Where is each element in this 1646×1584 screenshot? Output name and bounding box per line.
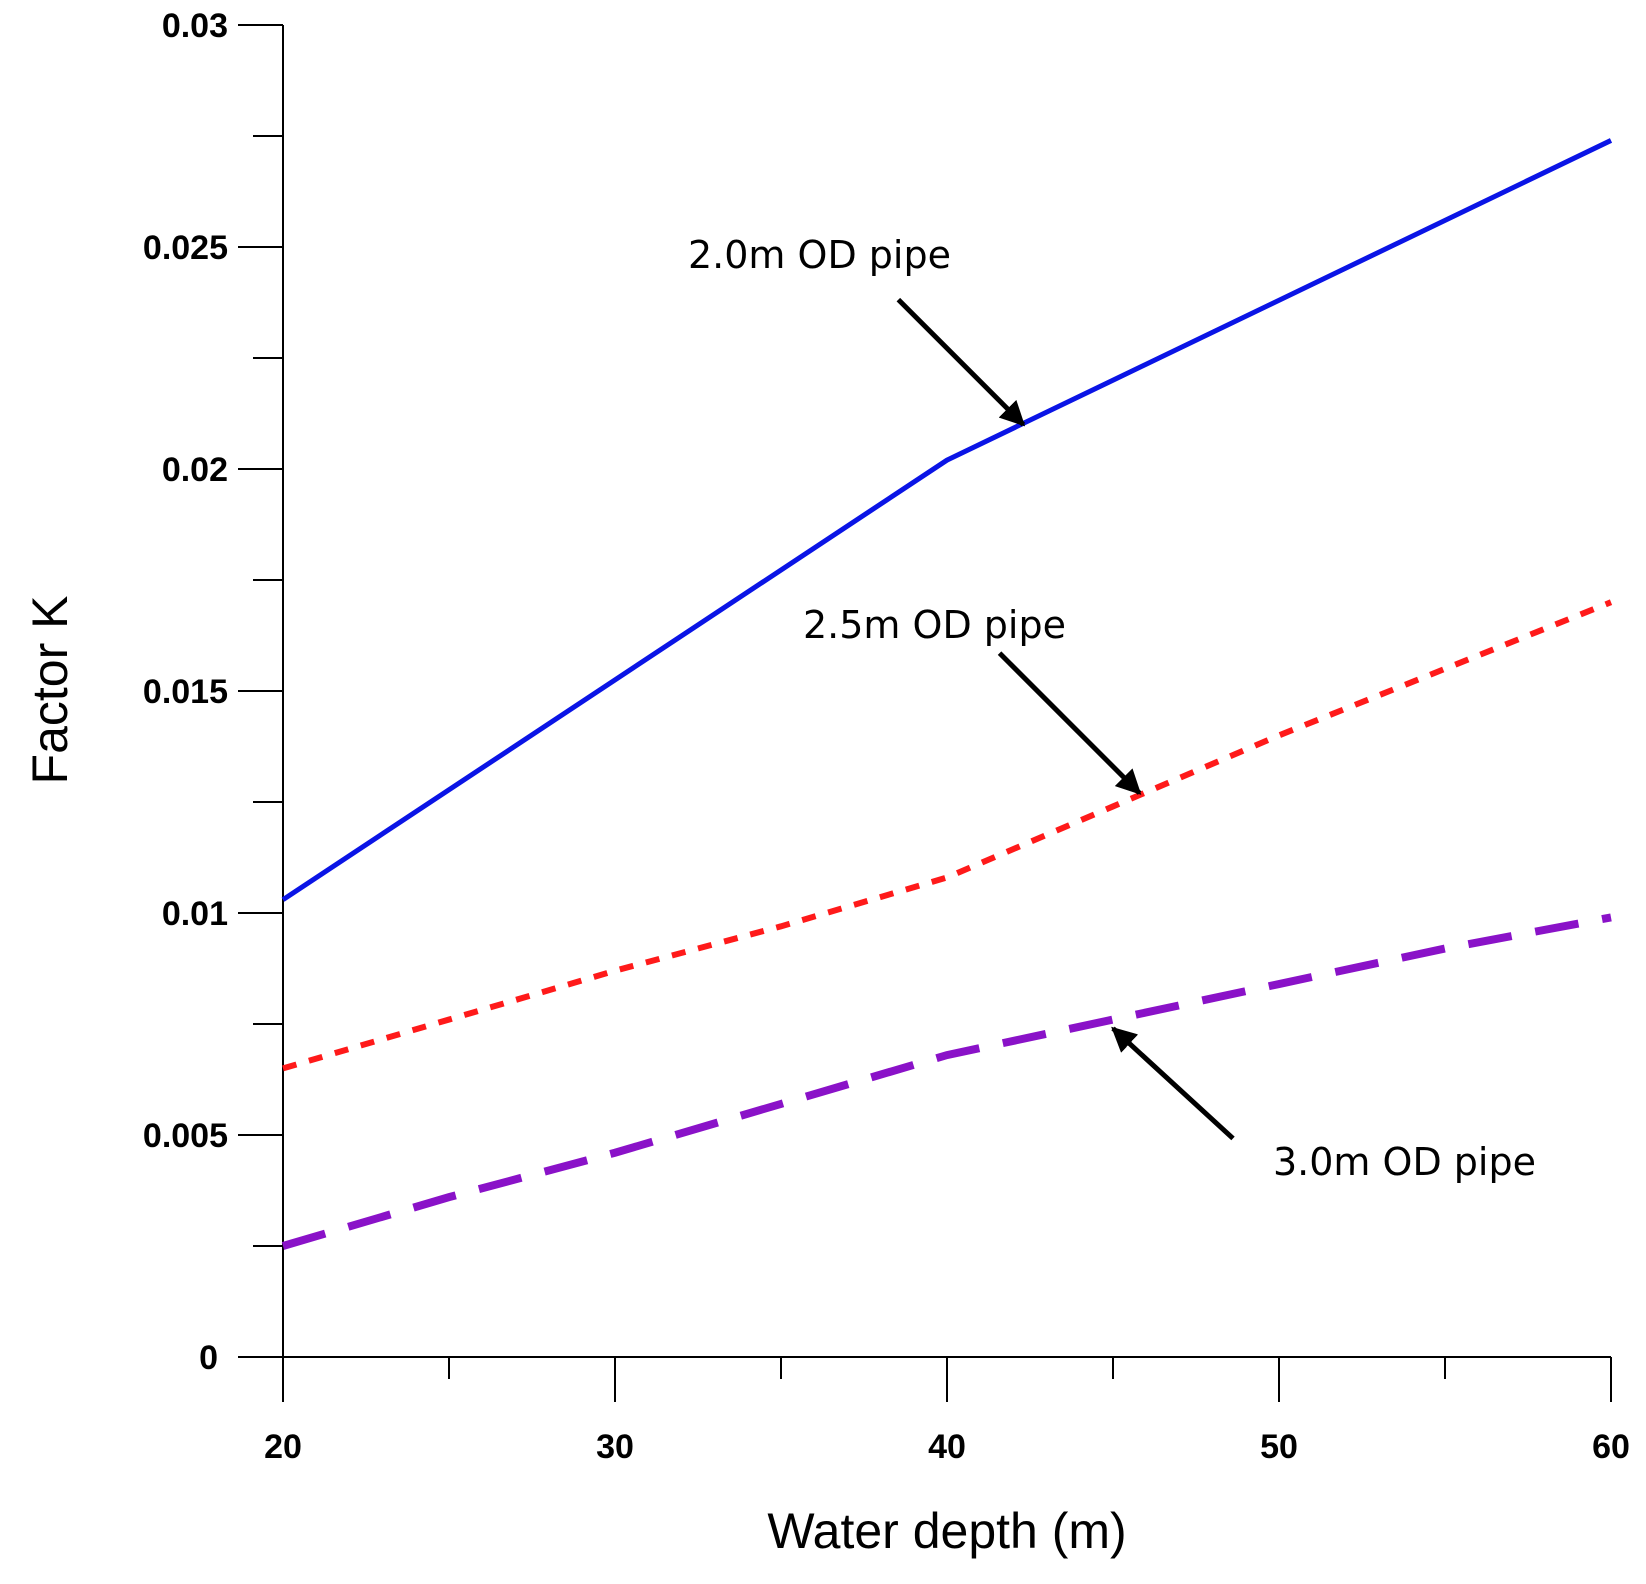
annotation-arrow-2-0m	[896, 297, 1026, 427]
x-tick-label: 40	[928, 1428, 966, 1466]
annotation-label-3-0m: 3.0m OD pipe	[1273, 1140, 1536, 1184]
annotation-label-2-0m: 2.0m OD pipe	[688, 233, 951, 277]
y-tick-label: 0.015	[143, 673, 228, 711]
annotation-label-2-5m: 2.5m OD pipe	[803, 603, 1066, 647]
y-axis-ticks	[238, 24, 283, 1358]
x-tick-label: 20	[264, 1428, 302, 1466]
y-tick-label: 0.025	[143, 229, 228, 267]
series-line-2-0m-od-pipe	[281, 138, 1613, 902]
y-tick-label: 0	[199, 1339, 218, 1377]
x-tick-label: 50	[1260, 1428, 1298, 1466]
y-tick-label: 0.02	[162, 451, 228, 489]
y-tick-label: 0.01	[162, 895, 228, 933]
y-tick-label: 0.005	[143, 1117, 228, 1155]
y-axis-title: Factor K	[22, 596, 78, 785]
y-tick-label: 0.03	[162, 7, 228, 45]
annotation-arrow-3-0m	[1111, 1026, 1235, 1141]
x-axis-title: Water depth (m)	[767, 1503, 1126, 1559]
x-tick-label: 30	[596, 1428, 634, 1466]
series-line-2-5m-od-pipe	[282, 599, 1613, 1072]
series-line-3-0m-od-pipe	[281, 913, 1612, 1250]
x-tick-labels: 20 30 40 50 60	[264, 1428, 1630, 1466]
x-tick-label: 60	[1592, 1428, 1630, 1466]
y-tick-labels: 0 0.005 0.01 0.015 0.02 0.025 0.03	[143, 7, 228, 1377]
annotation-arrow-2-5m	[997, 651, 1142, 795]
x-axis-ticks	[282, 1357, 1612, 1402]
